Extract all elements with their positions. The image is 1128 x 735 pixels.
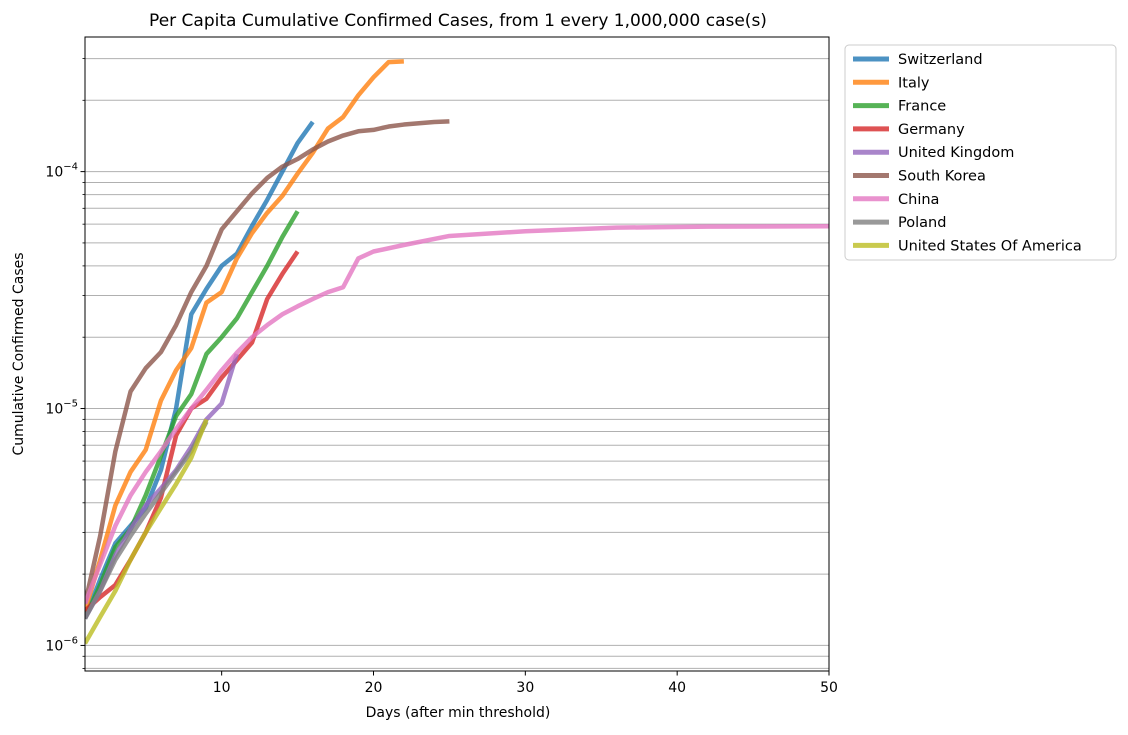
x-tick-label: 30	[516, 680, 534, 696]
y-tick-label: 10−5	[45, 399, 78, 418]
legend-entry-label: Germany	[898, 122, 965, 138]
axis-ticks: 10−6 10−5 10−4 10 20 30 40 50	[45, 58, 838, 696]
y-tick-label: 10−4	[45, 162, 78, 181]
legend-entry-label: United States Of America	[898, 238, 1082, 254]
legend-entry-label: France	[898, 99, 946, 115]
series-line-south-korea	[85, 119, 450, 605]
series-line-china	[85, 224, 829, 605]
plot-frame	[84, 36, 830, 672]
legend-entry-label: Italy	[898, 75, 930, 91]
grid	[85, 58, 829, 669]
legend-entry-label: China	[898, 192, 939, 208]
x-tick-label: 20	[365, 680, 383, 696]
legend-entry-label: Poland	[898, 215, 946, 231]
x-tick-label: 40	[668, 680, 686, 696]
legend-entry-label: United Kingdom	[898, 145, 1014, 161]
series-line-poland	[85, 420, 209, 620]
x-axis-label: Days (after min threshold)	[366, 705, 551, 721]
legend-frame	[844, 44, 1117, 261]
legend: Switzerland Italy France Germany United King…	[844, 44, 1117, 261]
y-axis-label: Cumulative Confirmed Cases	[11, 252, 27, 455]
series-group	[85, 59, 829, 645]
legend-entry-label: Switzerland	[898, 52, 983, 68]
x-tick-label: 50	[820, 680, 838, 696]
chart-title: Per Capita Cumulative Confirmed Cases, f…	[149, 11, 767, 31]
y-tick-label: 10−6	[45, 635, 78, 654]
legend-entry-label: South Korea	[898, 169, 986, 185]
series-line-switzerland	[85, 120, 315, 620]
series-line-italy	[85, 59, 404, 612]
x-tick-label: 10	[213, 680, 231, 696]
series-line-france	[85, 210, 300, 620]
series-line-united-states-of-america	[85, 418, 209, 645]
